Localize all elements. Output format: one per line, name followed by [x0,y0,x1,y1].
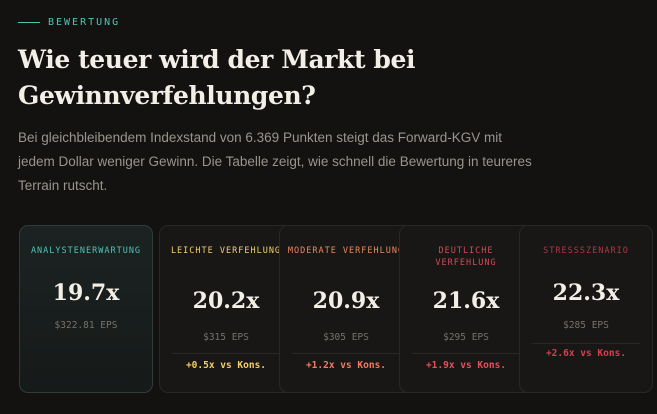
scenario-card-divider [532,343,640,344]
scenario-card-light-miss[interactable]: LEICHTE VERFEHLUNG 20.2x $315 EPS +0.5x … [159,225,293,393]
section-eyebrow: BEWERTUNG [18,15,120,29]
scenario-card-consensus[interactable]: ANALYSTENERWARTUNG 19.7x $322.81 EPS [19,225,153,393]
lead-paragraph: Bei gleichbleibendem Indexstand von 6.36… [18,130,532,193]
scenario-card-label: ANALYSTENERWARTUNG [30,246,142,256]
scenario-card-pe-value: 20.9x [312,288,380,314]
scenario-card-pe-value: 21.6x [432,288,500,314]
page-title: Wie teuer wird der Markt bei Gewinnverfe… [18,45,416,110]
scenario-card-label: MODERATE VERFEHLUNG [287,246,405,256]
eyebrow-rule [18,21,40,23]
scenario-card-eps: $322.81 EPS [54,320,118,331]
scenario-card-divider [412,353,520,354]
scenario-card-eps: $285 EPS [563,320,609,331]
scenario-card-moderate-miss[interactable]: MODERATE VERFEHLUNG 20.9x $305 EPS +1.2x… [279,225,413,393]
scenario-card-divider [292,353,400,354]
scenario-card-eps: $295 EPS [443,332,489,343]
scenario-card-delta: +0.5x vs Kons. [185,360,267,371]
scenario-card-significant-miss[interactable]: DEUTLICHE VERFEHLUNG 21.6x $295 EPS +1.9… [399,225,533,393]
scenario-card-label: DEUTLICHE VERFEHLUNG [435,246,497,268]
scenario-card-delta: +2.6x vs Kons. [545,348,627,359]
scenario-card-pe-value: 19.7x [52,280,120,306]
scenario-card-pe-value: 22.3x [552,280,620,306]
scenario-card-label: LEICHTE VERFEHLUNG [170,246,282,256]
scenario-card-stress[interactable]: STRESSSZENARIO 22.3x $285 EPS +2.6x vs K… [519,225,653,393]
scenario-card-eps: $315 EPS [203,332,249,343]
scenario-card-eps: $305 EPS [323,332,369,343]
scenario-card-delta: +1.9x vs Kons. [425,360,507,371]
scenario-card-label: STRESSSZENARIO [543,246,629,256]
scenario-card-delta: +1.2x vs Kons. [305,360,387,371]
scenario-card-divider [172,353,280,354]
scenario-card-pe-value: 20.2x [192,288,260,314]
eyebrow-label: BEWERTUNG [48,16,121,28]
